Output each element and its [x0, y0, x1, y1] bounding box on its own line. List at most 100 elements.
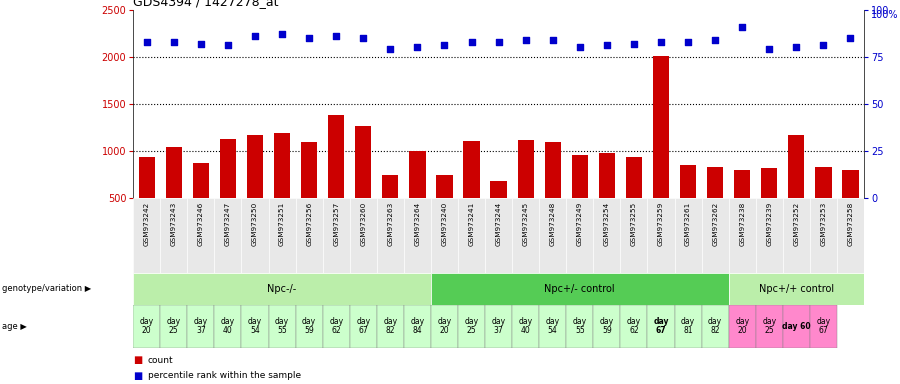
Text: GSM973252: GSM973252 — [793, 202, 799, 246]
Text: age ▶: age ▶ — [2, 321, 27, 331]
Bar — [572, 155, 588, 245]
Text: GSM973239: GSM973239 — [766, 202, 772, 246]
Point — [166, 38, 181, 45]
Text: day
67: day 67 — [356, 317, 370, 335]
Bar — [377, 305, 404, 348]
Bar — [377, 198, 404, 273]
Text: genotype/variation ▶: genotype/variation ▶ — [2, 284, 91, 293]
Text: day
59: day 59 — [599, 317, 614, 335]
Bar — [214, 198, 241, 273]
Text: day
82: day 82 — [708, 317, 722, 335]
Text: day
25: day 25 — [166, 317, 181, 335]
Bar — [485, 198, 512, 273]
Text: GSM973263: GSM973263 — [387, 202, 393, 246]
Bar — [626, 157, 642, 245]
Text: GSM973243: GSM973243 — [171, 202, 176, 246]
Bar — [133, 305, 160, 348]
Point — [491, 38, 506, 45]
Bar — [187, 198, 214, 273]
Bar — [268, 198, 295, 273]
Bar — [788, 134, 805, 245]
Point — [626, 40, 641, 46]
Point — [464, 38, 479, 45]
Bar — [842, 170, 859, 245]
Text: GSM973259: GSM973259 — [658, 202, 664, 246]
Bar — [647, 198, 674, 273]
Point — [735, 23, 750, 30]
Bar — [815, 167, 832, 245]
Bar — [323, 198, 350, 273]
Bar — [247, 136, 263, 245]
Point — [248, 33, 262, 39]
Point — [194, 40, 208, 46]
Point — [843, 35, 858, 41]
Point — [383, 46, 398, 52]
Text: day
84: day 84 — [410, 317, 425, 335]
Bar — [241, 198, 268, 273]
Text: day
54: day 54 — [248, 317, 262, 335]
Text: GDS4394 / 1427278_at: GDS4394 / 1427278_at — [133, 0, 279, 8]
Point — [708, 37, 723, 43]
Bar — [274, 133, 290, 245]
Bar — [410, 151, 426, 245]
Bar — [139, 157, 155, 245]
Text: day
81: day 81 — [681, 317, 695, 335]
Text: day
54: day 54 — [545, 317, 560, 335]
Bar — [810, 198, 837, 273]
Bar — [295, 305, 323, 348]
Text: GSM973249: GSM973249 — [577, 202, 583, 246]
Bar — [810, 305, 837, 348]
Bar — [350, 305, 377, 348]
Bar — [702, 305, 729, 348]
Text: day
20: day 20 — [140, 317, 154, 335]
Bar — [783, 305, 810, 348]
Text: GSM973256: GSM973256 — [306, 202, 312, 246]
Text: day
62: day 62 — [329, 317, 343, 335]
Text: GSM973238: GSM973238 — [739, 202, 745, 246]
Bar — [382, 175, 399, 245]
Text: day
20: day 20 — [437, 317, 452, 335]
Bar — [729, 273, 864, 305]
Text: day
59: day 59 — [302, 317, 316, 335]
Text: GSM973251: GSM973251 — [279, 202, 285, 246]
Point — [410, 44, 425, 50]
Text: GSM973255: GSM973255 — [631, 202, 637, 246]
Bar — [680, 165, 697, 245]
Text: Npc+/- control: Npc+/- control — [544, 284, 615, 294]
Bar — [512, 305, 539, 348]
Point — [545, 37, 560, 43]
Point — [356, 35, 371, 41]
Bar — [458, 305, 485, 348]
Text: day
37: day 37 — [491, 317, 506, 335]
Point — [681, 38, 696, 45]
Bar — [598, 153, 615, 245]
Bar — [404, 305, 431, 348]
Text: GSM973262: GSM973262 — [712, 202, 718, 246]
Bar — [404, 198, 431, 273]
Bar — [187, 305, 214, 348]
Point — [789, 44, 804, 50]
Text: Npc+/+ control: Npc+/+ control — [759, 284, 834, 294]
Bar — [729, 198, 756, 273]
Text: GSM973261: GSM973261 — [685, 202, 691, 246]
Text: day
82: day 82 — [383, 317, 398, 335]
Point — [518, 37, 533, 43]
Bar — [707, 167, 724, 245]
Text: day
55: day 55 — [572, 317, 587, 335]
Point — [329, 33, 344, 39]
Bar — [301, 142, 318, 245]
Bar — [160, 198, 187, 273]
Text: day
67: day 67 — [816, 317, 831, 335]
Bar — [491, 181, 507, 245]
Bar — [328, 115, 345, 245]
Text: GSM973253: GSM973253 — [821, 202, 826, 246]
Bar — [539, 305, 566, 348]
Text: ■: ■ — [133, 371, 142, 381]
Point — [437, 42, 452, 48]
Bar — [350, 198, 377, 273]
Text: GSM973260: GSM973260 — [360, 202, 366, 246]
Bar — [756, 198, 783, 273]
Text: GSM973240: GSM973240 — [442, 202, 447, 246]
Bar — [431, 273, 729, 305]
Bar — [734, 170, 751, 245]
